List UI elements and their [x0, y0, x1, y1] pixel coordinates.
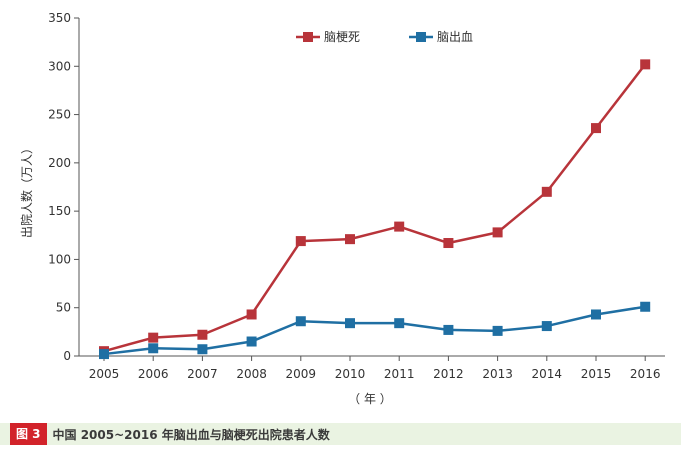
y-tick-label: 350 — [48, 11, 71, 25]
data-point-series2 — [345, 318, 355, 329]
y-axis: 0 50 100 150 200 250 300 350 — [48, 11, 80, 363]
legend-marker — [416, 32, 426, 42]
data-point-series1 — [640, 59, 651, 70]
x-tick-label: 2012 — [433, 367, 464, 381]
data-point-series2 — [197, 344, 208, 355]
series-line-2 — [103, 305, 646, 356]
figure-caption-text: 中国 2005~2016 年脑出血与脑梗死出院患者人数 — [52, 427, 330, 442]
data-point-series2 — [246, 336, 257, 347]
x-tick-label: 2011 — [384, 367, 415, 381]
y-tick-label: 250 — [48, 108, 71, 122]
x-tick-label: 2007 — [187, 367, 218, 381]
figure-tag: 图 3 — [10, 423, 47, 445]
legend-label: 脑出血 — [437, 30, 473, 44]
data-point-series1 — [492, 227, 503, 238]
x-tick-label: 2005 — [89, 367, 120, 381]
legend-label: 脑梗死 — [324, 29, 360, 44]
data-point-series1 — [148, 332, 159, 343]
data-point-series1 — [591, 123, 601, 134]
y-tick-label: 100 — [48, 252, 71, 266]
y-tick-label: 0 — [63, 349, 71, 363]
x-tick-label: 2010 — [335, 367, 366, 381]
series-layer — [99, 59, 651, 360]
series-line-1 — [103, 63, 647, 353]
x-tick-label: 2016 — [630, 367, 661, 381]
data-point-series2 — [394, 318, 405, 329]
figure-caption: 图 3 中国 2005~2016 年脑出血与脑梗死出院患者人数 — [0, 423, 681, 445]
data-point-series1 — [246, 309, 257, 320]
legend: 脑梗死 脑出血 — [296, 29, 473, 44]
x-axis-label: （ 年 ） — [348, 392, 392, 406]
data-point-series2 — [443, 324, 454, 335]
data-point-series1 — [345, 234, 355, 245]
x-tick-label: 2006 — [138, 367, 169, 381]
y-axis-label: 出院人数（万人） — [19, 142, 34, 238]
x-axis: 2005 2006 2007 2008 2009 2010 2011 2012 2013 2014… — [79, 355, 665, 381]
y-tick-label: 150 — [48, 204, 71, 218]
legend-marker — [303, 32, 313, 42]
data-point-series2 — [295, 316, 306, 327]
data-point-series2 — [591, 309, 601, 320]
y-tick-label: 50 — [56, 301, 71, 315]
data-point-series2 — [492, 325, 503, 336]
data-point-series2 — [640, 301, 651, 312]
data-point-series1 — [443, 238, 454, 249]
y-tick-label: 300 — [48, 59, 71, 73]
data-point-series2 — [148, 343, 159, 354]
x-tick-label: 2008 — [236, 367, 267, 381]
data-point-series2 — [99, 349, 109, 360]
x-tick-label: 2014 — [532, 367, 563, 381]
x-tick-label: 2013 — [482, 367, 513, 381]
data-point-series2 — [541, 321, 552, 332]
x-tick-label: 2009 — [286, 367, 317, 381]
x-tick-label: 2015 — [581, 367, 612, 381]
data-point-series1 — [197, 329, 208, 340]
data-point-series1 — [394, 221, 405, 232]
data-point-series1 — [295, 236, 306, 247]
y-tick-label: 200 — [48, 156, 71, 170]
data-point-series1 — [541, 186, 552, 197]
